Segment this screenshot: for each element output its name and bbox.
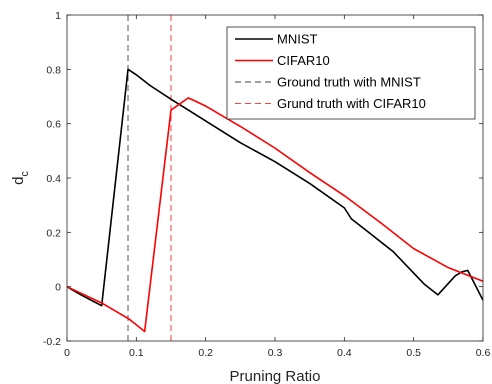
legend-label-1: CIFAR10: [277, 53, 330, 68]
legend-label-0: MNIST: [277, 32, 318, 47]
x-tick-label: 0.1: [129, 347, 144, 359]
y-axis-label-sub: c: [19, 171, 31, 177]
y-tick-label: -0.2: [43, 336, 61, 348]
x-tick-label: 0: [64, 347, 70, 359]
x-tick-label: 0.6: [476, 347, 491, 359]
y-tick-label: 0.2: [46, 227, 61, 239]
x-tick-label: 0.3: [268, 347, 283, 359]
x-axis-label: Pruning Ratio: [230, 368, 321, 384]
y-tick-label: 0: [55, 282, 61, 294]
legend-label-3: Grund truth with CIFAR10: [277, 96, 426, 111]
y-tick-label: 0.4: [46, 173, 61, 185]
series-line-1: [67, 97, 483, 333]
y-tick-label: 0.6: [46, 119, 61, 131]
y-tick-label: 1: [55, 10, 61, 22]
x-tick-label: 0.2: [198, 347, 213, 359]
x-tick-label: 0.5: [406, 347, 421, 359]
y-tick-label: 0.8: [46, 64, 61, 76]
y-axis-label: dc: [10, 171, 31, 185]
legend-label-2: Ground truth with MNIST: [277, 75, 421, 90]
series-line-0: [67, 68, 483, 307]
legend: MNIST CIFAR10 Ground truth with MNIST Grund…: [226, 26, 476, 120]
x-tick-label: 0.4: [337, 347, 352, 359]
axes: 0 0.1 0.2 0.3 0.4 0.5 0.6-0.200.20.40.60.81Pru…: [10, 10, 490, 384]
y-axis-label-main: d: [10, 177, 27, 185]
series-lines: [67, 15, 483, 341]
plot-area: [67, 15, 483, 341]
